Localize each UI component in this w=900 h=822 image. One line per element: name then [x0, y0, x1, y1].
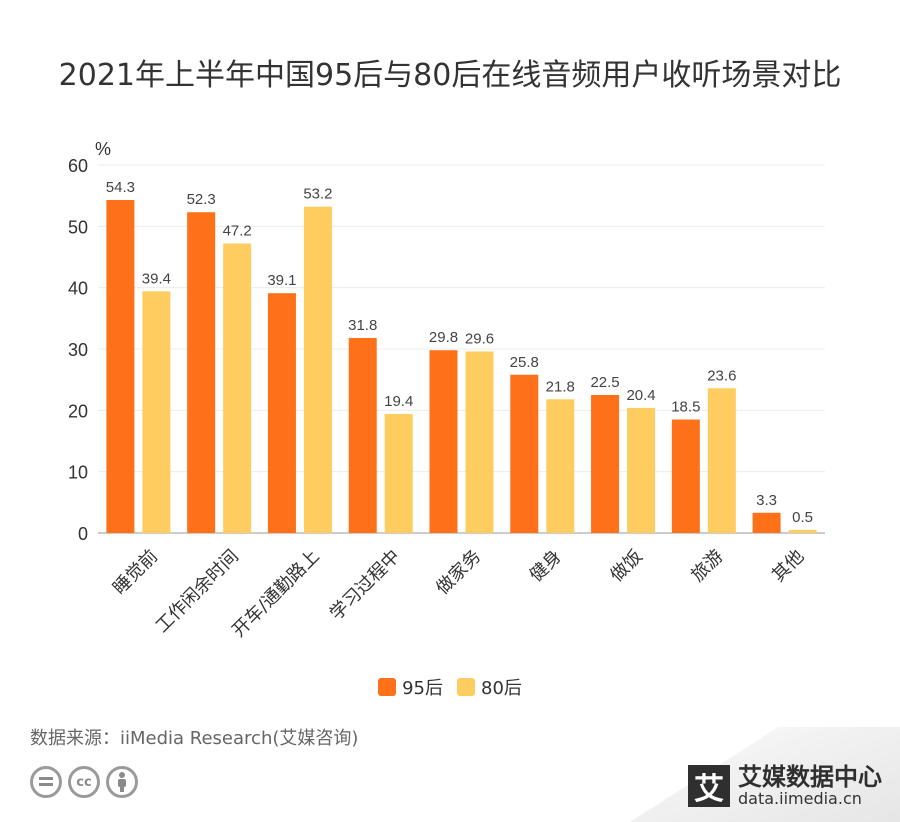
legend-item-80: 80后 — [457, 674, 522, 700]
data-label: 19.4 — [384, 393, 413, 410]
data-label: 22.5 — [590, 374, 619, 391]
legend-item-95: 95后 — [378, 674, 443, 700]
data-label: 21.8 — [546, 378, 575, 395]
y-tick-label: 40 — [68, 279, 88, 299]
x-tick-label: 做家务 — [432, 546, 485, 599]
bar-80-1 — [223, 243, 252, 534]
bar-80-4 — [465, 351, 494, 533]
brand-url: data.iimedia.cn — [738, 789, 862, 809]
x-tick-label: 其他 — [768, 546, 808, 586]
data-label: 0.5 — [792, 509, 813, 526]
bar-95-3 — [348, 337, 377, 533]
data-label: 47.2 — [223, 223, 252, 240]
brand: 艾 艾媒数据中心 data.iimedia.cn — [688, 764, 882, 808]
bar-80-6 — [627, 407, 656, 533]
y-tick-label: 0 — [78, 524, 88, 544]
x-tick-label: 睡觉前 — [109, 546, 162, 599]
equals-icon — [30, 766, 62, 798]
y-tick-label: 50 — [68, 217, 88, 237]
x-tick-label: 做饭 — [606, 546, 646, 586]
bar-95-2 — [267, 293, 296, 533]
legend-label-80: 80后 — [481, 678, 522, 699]
data-label: 52.3 — [187, 191, 216, 208]
bar-80-0 — [142, 291, 171, 533]
cc-icon: cc — [68, 766, 100, 798]
y-tick-label: 30 — [68, 340, 88, 360]
x-tick-label: 健身 — [526, 546, 566, 586]
data-label: 3.3 — [756, 492, 777, 509]
x-tick-label: 开车/通勤路上 — [228, 546, 324, 642]
person-icon — [106, 766, 138, 798]
legend: 95后 80后 — [0, 674, 900, 700]
legend-label-95: 95后 — [402, 678, 443, 699]
x-tick-label: 工作闲余时间 — [152, 546, 243, 637]
bar-80-7 — [707, 388, 736, 533]
legend-swatch-95 — [378, 678, 397, 696]
y-tick-label: 20 — [68, 401, 88, 421]
bar-95-5 — [510, 374, 539, 533]
x-tick-label: 学习过程中 — [326, 546, 404, 624]
data-label: 23.6 — [707, 367, 736, 384]
bar-80-5 — [546, 399, 575, 533]
data-label: 29.6 — [465, 330, 494, 347]
bar-95-6 — [591, 395, 620, 533]
data-label: 53.2 — [303, 186, 332, 203]
bar-80-2 — [303, 206, 332, 533]
data-label: 54.3 — [106, 179, 135, 196]
brand-name: 艾媒数据中心 — [738, 763, 882, 791]
y-tick-label: 60 — [68, 156, 88, 176]
data-label: 39.1 — [267, 272, 296, 289]
data-label: 39.4 — [142, 270, 171, 287]
bar-95-0 — [106, 199, 135, 533]
chart-title: 2021年上半年中国95后与80后在线音频用户收听场景对比 — [58, 58, 842, 93]
x-tick-label: 旅游 — [687, 546, 727, 586]
license-icons: cc — [30, 766, 138, 798]
bar-95-4 — [429, 350, 458, 533]
data-label: 25.8 — [510, 354, 539, 371]
bar-chart: 0 10 20 30 40 50 60% 54.3 39.4 睡觉前 52.3 47.2 工作闲余时间 3… — [68, 139, 825, 642]
data-label: 18.5 — [671, 399, 700, 416]
bar-95-7 — [671, 419, 700, 533]
y-tick-label: 10 — [68, 463, 88, 483]
data-label: 29.8 — [429, 329, 458, 346]
data-source: 数据来源：iiMedia Research(艾媒咨询) — [30, 728, 359, 749]
cc-icon-label: cc — [76, 774, 92, 790]
legend-swatch-80 — [457, 678, 475, 696]
data-label: 20.4 — [626, 387, 655, 404]
brand-logo: 艾 — [688, 764, 730, 807]
bar-80-3 — [384, 414, 413, 533]
bar-95-1 — [187, 212, 216, 533]
data-label: 31.8 — [348, 317, 377, 334]
bar-95-8 — [752, 512, 781, 533]
bar-80-8 — [788, 529, 817, 533]
y-unit-label: % — [95, 139, 111, 159]
